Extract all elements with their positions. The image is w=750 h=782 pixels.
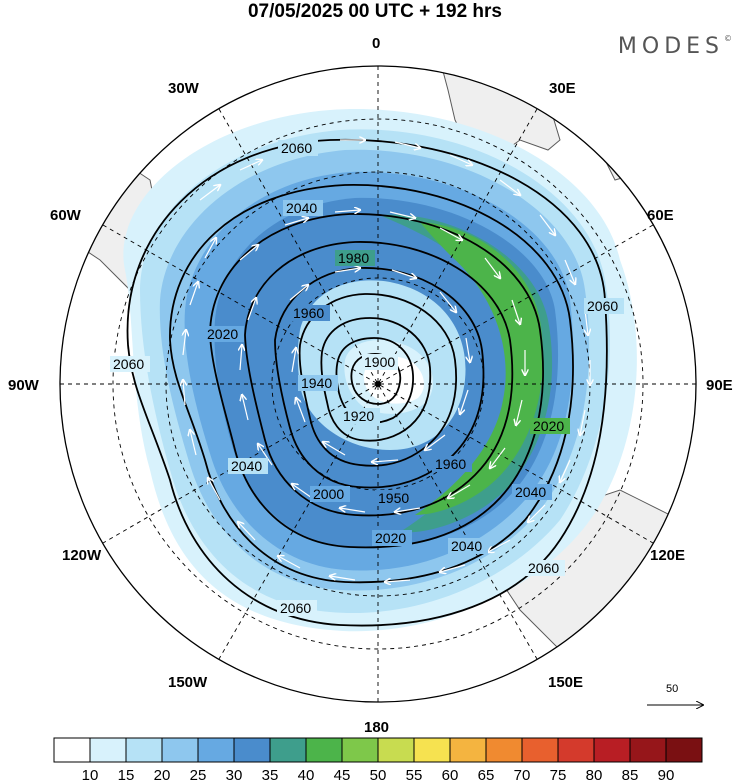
colorbar-swatch — [449, 737, 487, 763]
longitude-labels: 0 30E 60E 90E 120E 150E 180 150W 120W 90… — [8, 35, 733, 736]
contour-label: 2040 — [231, 458, 262, 474]
colorbar-tick-label: 30 — [226, 767, 243, 782]
colorbar-swatch — [593, 737, 631, 763]
lon-label-150w: 150W — [168, 674, 208, 691]
contour-label: 2060 — [281, 140, 312, 156]
contour-2000 — [244, 241, 514, 517]
lon-label-60e: 60E — [647, 207, 674, 224]
map-border — [59, 65, 697, 703]
contour-label: 1950 — [378, 490, 409, 506]
lon-label-180: 180 — [364, 719, 389, 736]
colorbar-swatch — [413, 737, 451, 763]
colorbar-swatch — [89, 737, 127, 763]
colorbar-tick-label: 35 — [262, 767, 279, 782]
colorbar-swatch — [53, 737, 91, 763]
colorbar-tick-label: 65 — [478, 767, 495, 782]
colorbar-tick-label: 50 — [370, 767, 387, 782]
colorbar-swatch — [521, 737, 559, 763]
lon-label-30w: 30W — [168, 80, 200, 97]
contour-label: 2020 — [533, 418, 564, 434]
lon-label-90w: 90W — [8, 377, 40, 394]
colorbar-swatch — [269, 737, 307, 763]
contour-labels: 2060 2040 1980 1960 1900 1920 1940 1960 … — [110, 140, 624, 616]
contour-1920 — [335, 337, 414, 424]
contour-label: 1900 — [364, 354, 395, 370]
contour-1900 — [350, 353, 402, 405]
contour-label: 1960 — [435, 456, 466, 472]
colorbar-swatch — [629, 737, 667, 763]
colorbar-tick-label: 60 — [442, 767, 459, 782]
lon-label-150e: 150E — [548, 674, 583, 691]
colorbar-swatch — [485, 737, 523, 763]
contour-1960 — [298, 293, 457, 467]
brand-logo: MODES© — [617, 34, 732, 59]
contour-label: 2000 — [313, 486, 344, 502]
map-disc — [60, 66, 696, 702]
contour-label: 2020 — [375, 530, 406, 546]
colorbar-tick-label: 40 — [298, 767, 315, 782]
map-title: 07/05/2025 00 UTC + 192 hrs — [247, 1, 503, 22]
contour-label: 2060 — [587, 298, 618, 314]
colorbar-tick-label: 70 — [514, 767, 531, 782]
wind-speed-shading — [123, 109, 637, 632]
reference-vector: 50 — [647, 683, 703, 705]
contour-label: 2040 — [286, 200, 317, 216]
colorbar-tick-label: 10 — [82, 767, 99, 782]
lon-label-120e: 120E — [650, 547, 685, 564]
colorbar-tick-label: 45 — [334, 767, 351, 782]
contour-label: 2040 — [451, 538, 482, 554]
contour-label: 2060 — [280, 600, 311, 616]
contour-label: 2040 — [515, 484, 546, 500]
colorbar-swatch — [665, 737, 703, 763]
contour-label: 1980 — [338, 250, 369, 266]
colorbar-tick-label: 25 — [190, 767, 207, 782]
lon-label-0: 0 — [372, 35, 380, 52]
lon-label-30e: 30E — [549, 80, 576, 97]
pole-marker — [375, 381, 381, 387]
colorbar-tick-label: 20 — [154, 767, 171, 782]
shade-40-45 — [415, 222, 544, 515]
contour-label: 2060 — [528, 560, 559, 576]
reference-vector-label: 50 — [666, 683, 678, 695]
colorbar-swatch — [305, 737, 343, 763]
colorbar-tick-label: 15 — [118, 767, 135, 782]
colorbar-swatch — [161, 737, 199, 763]
colorbar-tick-label: 85 — [622, 767, 639, 782]
colorbar-tick-label: 75 — [550, 767, 567, 782]
colorbar-swatch — [233, 737, 271, 763]
wind-vectors — [183, 140, 590, 582]
lon-label-90e: 90E — [706, 377, 733, 394]
colorbar-tick-label: 90 — [658, 767, 675, 782]
lon-label-120w: 120W — [62, 547, 102, 564]
colorbar: 10 15 20 25 30 35 40 45 50 55 60 65 70 75 80 85 90 — [53, 737, 703, 782]
lon-label-60w: 60W — [50, 207, 82, 224]
colorbar-tick-label: 55 — [406, 767, 423, 782]
colorbar-swatch — [557, 737, 595, 763]
contour-label: 2020 — [207, 326, 238, 342]
contour-label: 2060 — [113, 356, 144, 372]
colorbar-swatch — [125, 737, 163, 763]
colorbar-tick-label: 80 — [586, 767, 603, 782]
colorbar-swatch — [197, 737, 235, 763]
colorbar-swatch — [341, 737, 379, 763]
colorbar-swatch — [377, 737, 415, 763]
contour-1940 — [320, 317, 432, 442]
contour-label: 1940 — [301, 375, 332, 391]
contour-label: 1960 — [293, 305, 324, 321]
contour-label: 1920 — [343, 408, 374, 424]
